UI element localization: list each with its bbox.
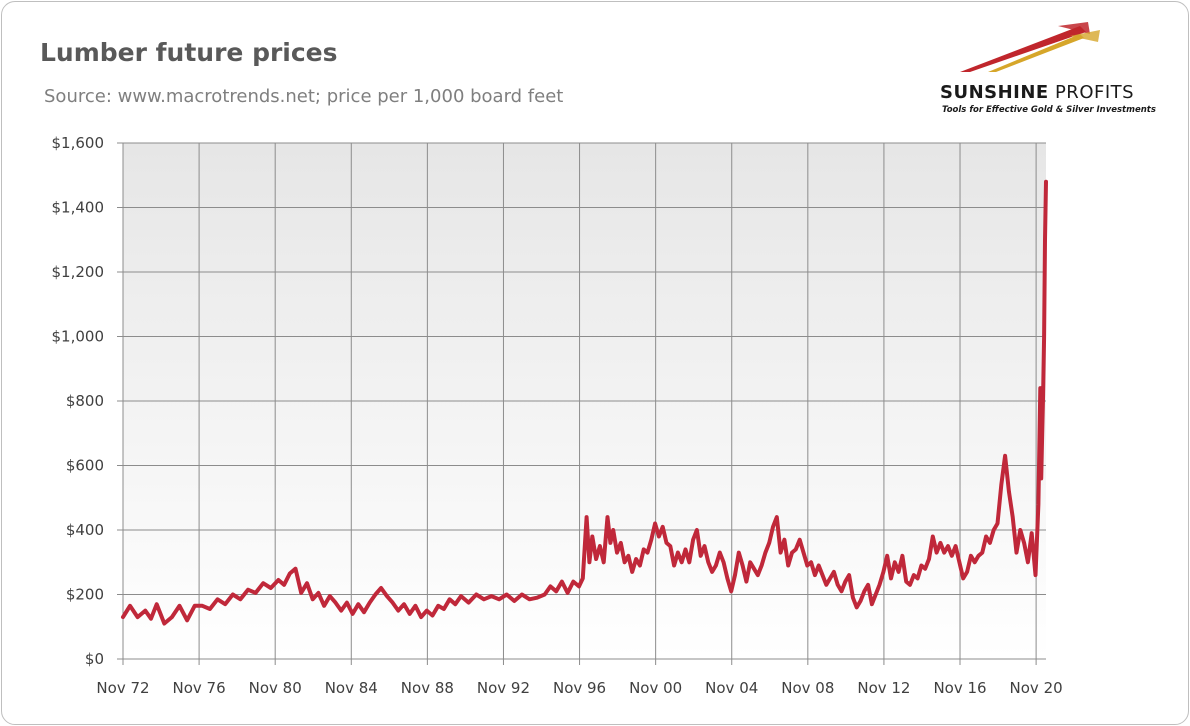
logo-name-bold: SUNSHINE [940, 82, 1049, 103]
x-tick-label: Nov 04 [705, 679, 758, 697]
x-tick-label: Nov 12 [857, 679, 910, 697]
x-tick-label: Nov 84 [325, 679, 378, 697]
y-tick-label: $1,400 [52, 199, 105, 217]
logo-swoosh-icon [960, 22, 1100, 72]
sunshine-profits-logo: SUNSHINE PROFITS Tools for Effective Gol… [930, 20, 1175, 120]
x-tick-label: Nov 88 [401, 679, 454, 697]
y-tick-label: $400 [66, 521, 104, 539]
logo-name: SUNSHINE PROFITS [940, 82, 1134, 103]
x-tick-label: Nov 80 [249, 679, 302, 697]
y-tick-label: $600 [66, 457, 104, 475]
x-tick-label: Nov 08 [781, 679, 834, 697]
x-tick-label: Nov 00 [629, 679, 682, 697]
x-tick-label: Nov 76 [173, 679, 226, 697]
x-tick-label: Nov 72 [96, 679, 149, 697]
x-tick-label: Nov 92 [477, 679, 530, 697]
x-tick-label: Nov 20 [1010, 679, 1063, 697]
logo-tagline: Tools for Effective Gold & Silver Invest… [942, 105, 1156, 115]
y-tick-label: $0 [85, 650, 104, 668]
axes: $0 $200 $400 $600 $800 $1,000 $1,200 $1,400 $1,6… [52, 134, 1063, 697]
x-tick-label: Nov 16 [933, 679, 986, 697]
y-tick-label: $1,600 [52, 134, 105, 152]
y-tick-label: $800 [66, 392, 104, 410]
x-tick-label: Nov 96 [553, 679, 606, 697]
chart-title: Lumber future prices [40, 38, 338, 67]
price-series-line [121, 179, 1048, 626]
series-layer [121, 179, 1048, 626]
y-tick-label: $1,000 [52, 328, 105, 346]
chart-subtitle: Source: www.macrotrends.net; price per 1… [44, 86, 564, 107]
logo-name-light: PROFITS [1048, 82, 1135, 103]
y-tick-label: $1,200 [52, 263, 105, 281]
y-tick-label: $200 [66, 586, 104, 604]
